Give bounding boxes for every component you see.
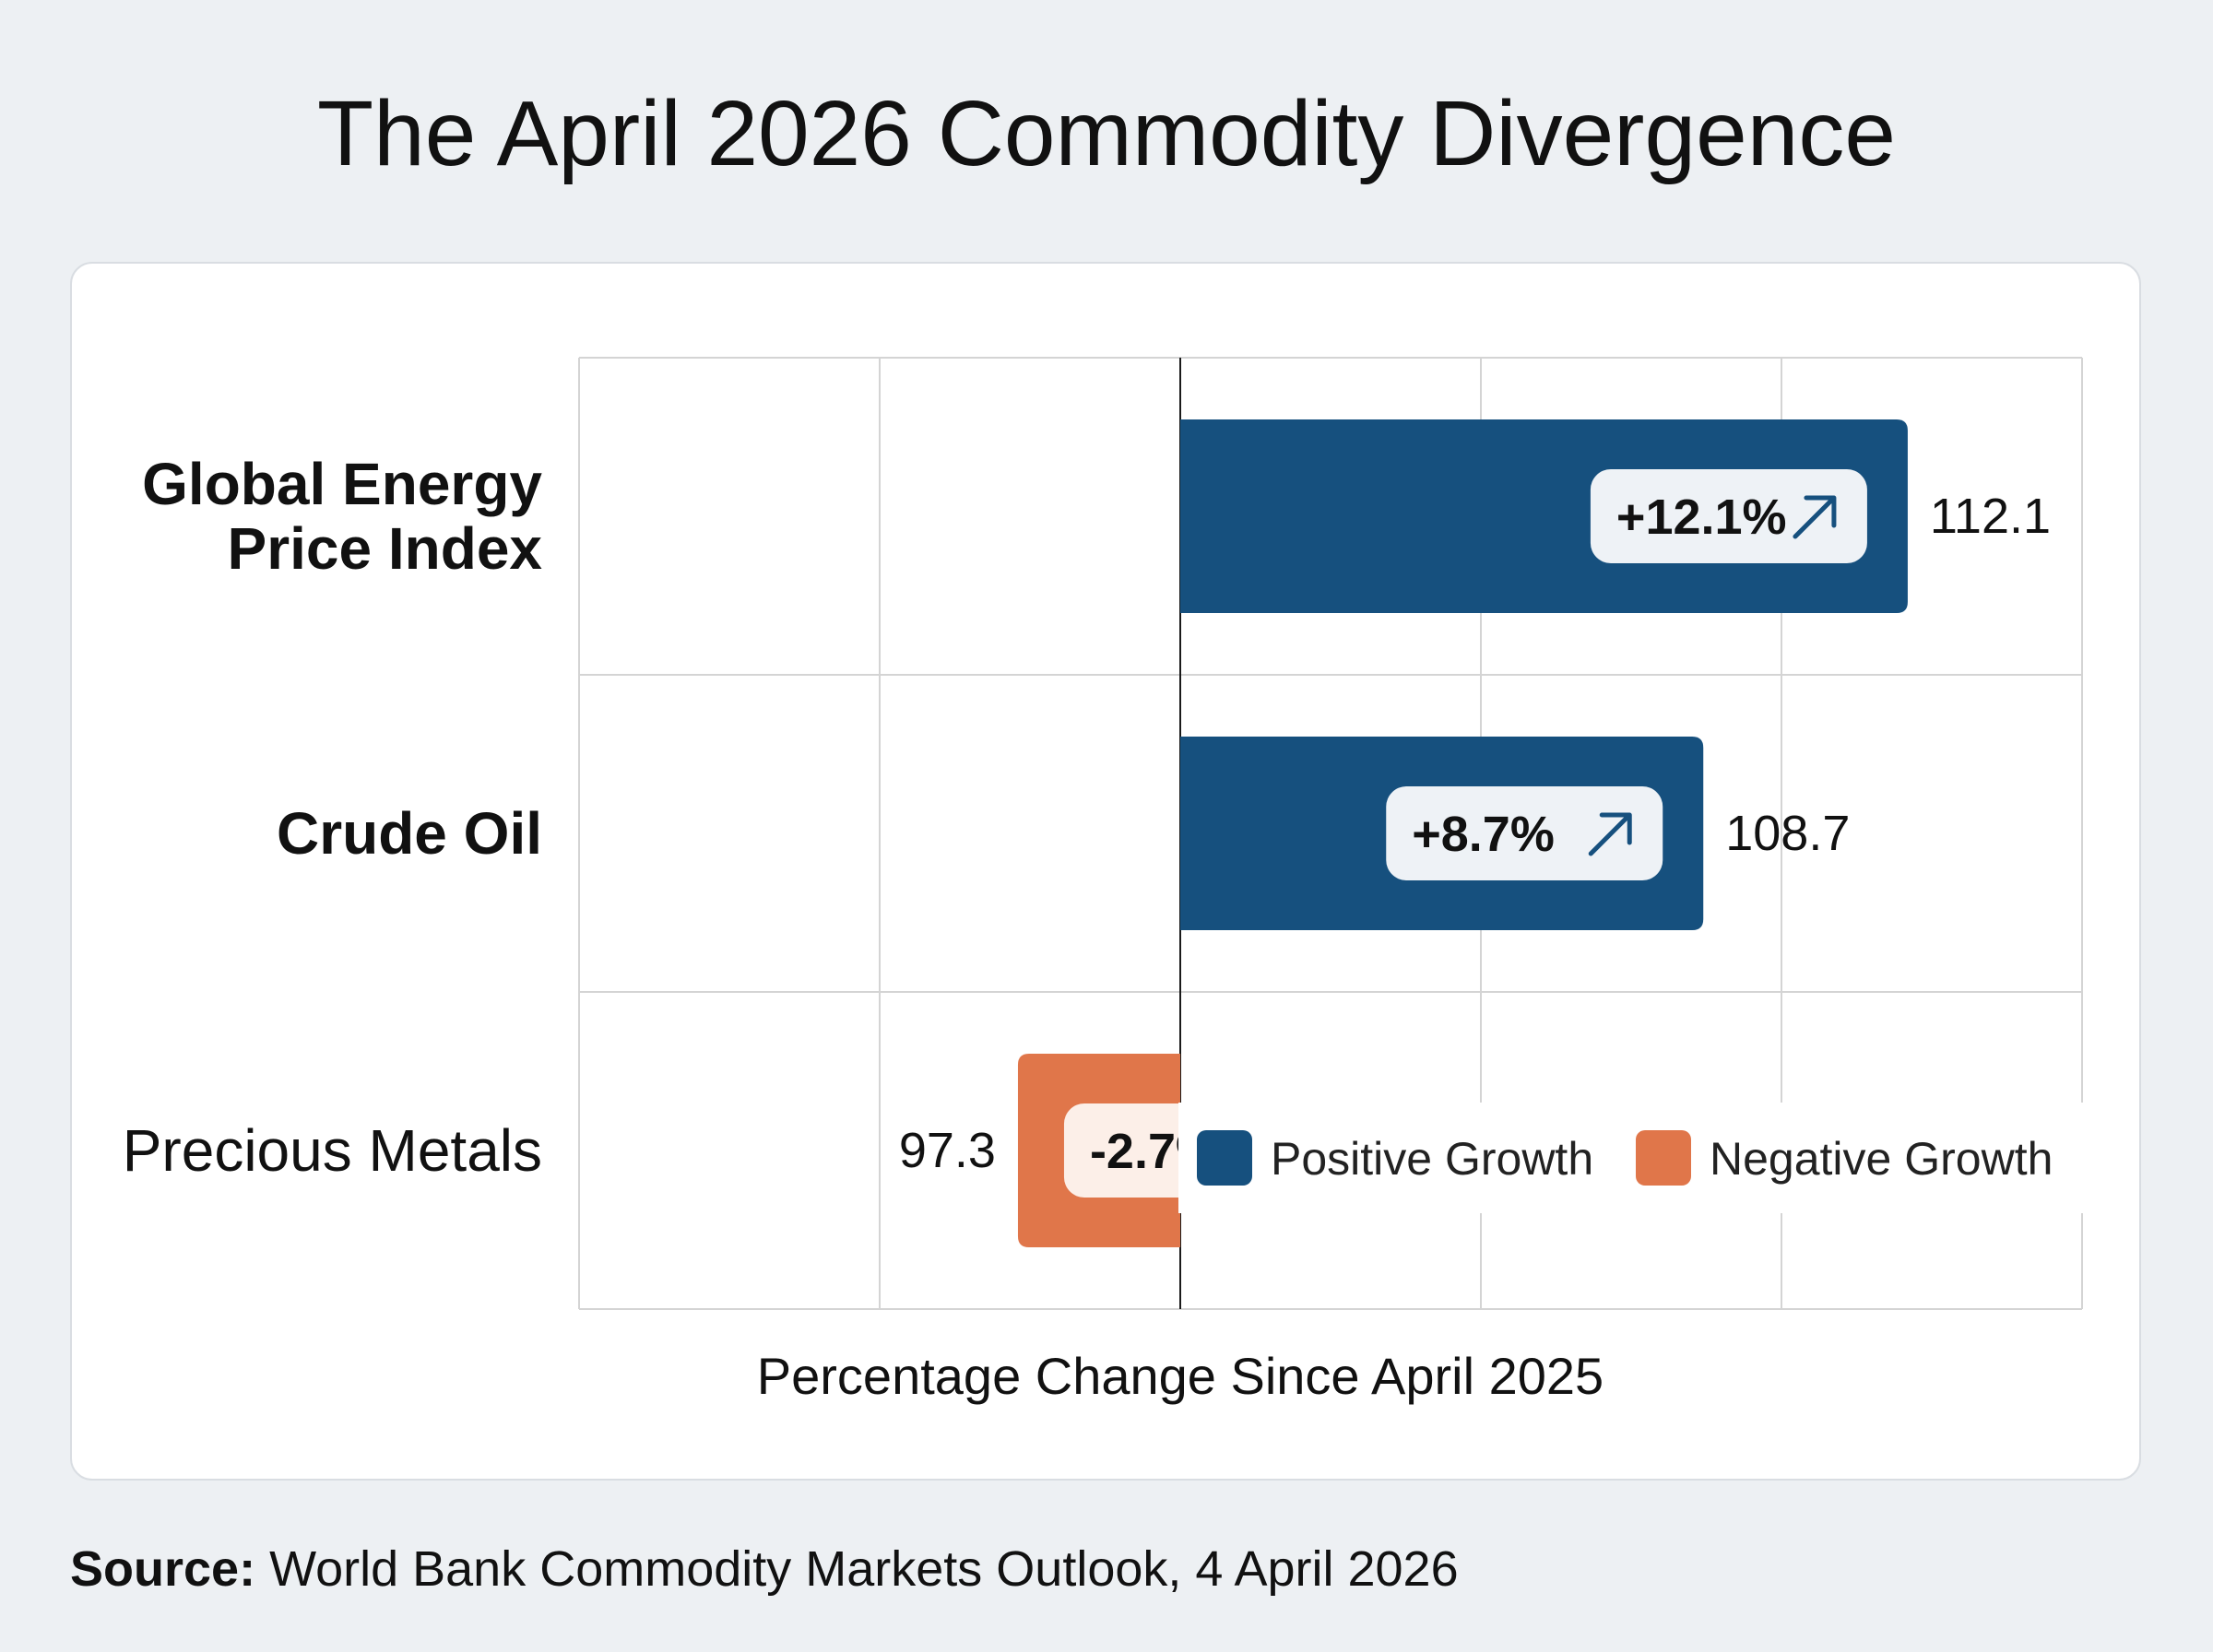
- data-label: +12.1%: [1616, 490, 1787, 545]
- arrow-up-right-icon: [1793, 495, 1837, 539]
- legend-swatch: [1197, 1130, 1252, 1186]
- data-label: +8.7%: [1412, 807, 1555, 862]
- category-label: Precious Metals: [123, 1117, 542, 1184]
- value-badge: [1386, 786, 1663, 880]
- bar: [1180, 419, 1908, 613]
- source-label: Source:: [70, 1541, 256, 1597]
- category-label: Global Energy: [142, 451, 542, 517]
- source-text: World Bank Commodity Markets Outlook, 4 …: [269, 1541, 1459, 1597]
- legend-swatch: [1636, 1130, 1691, 1186]
- index-value-label: 112.1: [1930, 489, 2051, 544]
- x-axis-title: Percentage Change Since April 2025: [757, 1347, 1604, 1405]
- category-label: Price Index: [228, 515, 543, 582]
- value-badge: [1590, 469, 1867, 563]
- index-value-label: 97.3: [899, 1123, 996, 1178]
- source-note: Source: World Bank Commodity Markets Out…: [70, 1540, 1459, 1599]
- legend-label: Negative Growth: [1710, 1133, 2053, 1185]
- legend-label: Positive Growth: [1271, 1133, 1593, 1185]
- chart-card: +12.1% 112.1 Global Energy Price Index +8.7%…: [70, 262, 2141, 1481]
- category-label: Crude Oil: [277, 800, 542, 867]
- chart-title: The April 2026 Commodity Divergence: [317, 82, 1896, 185]
- arrow-up-right-icon: [1588, 812, 1632, 856]
- index-value-label: 108.7: [1725, 806, 1850, 861]
